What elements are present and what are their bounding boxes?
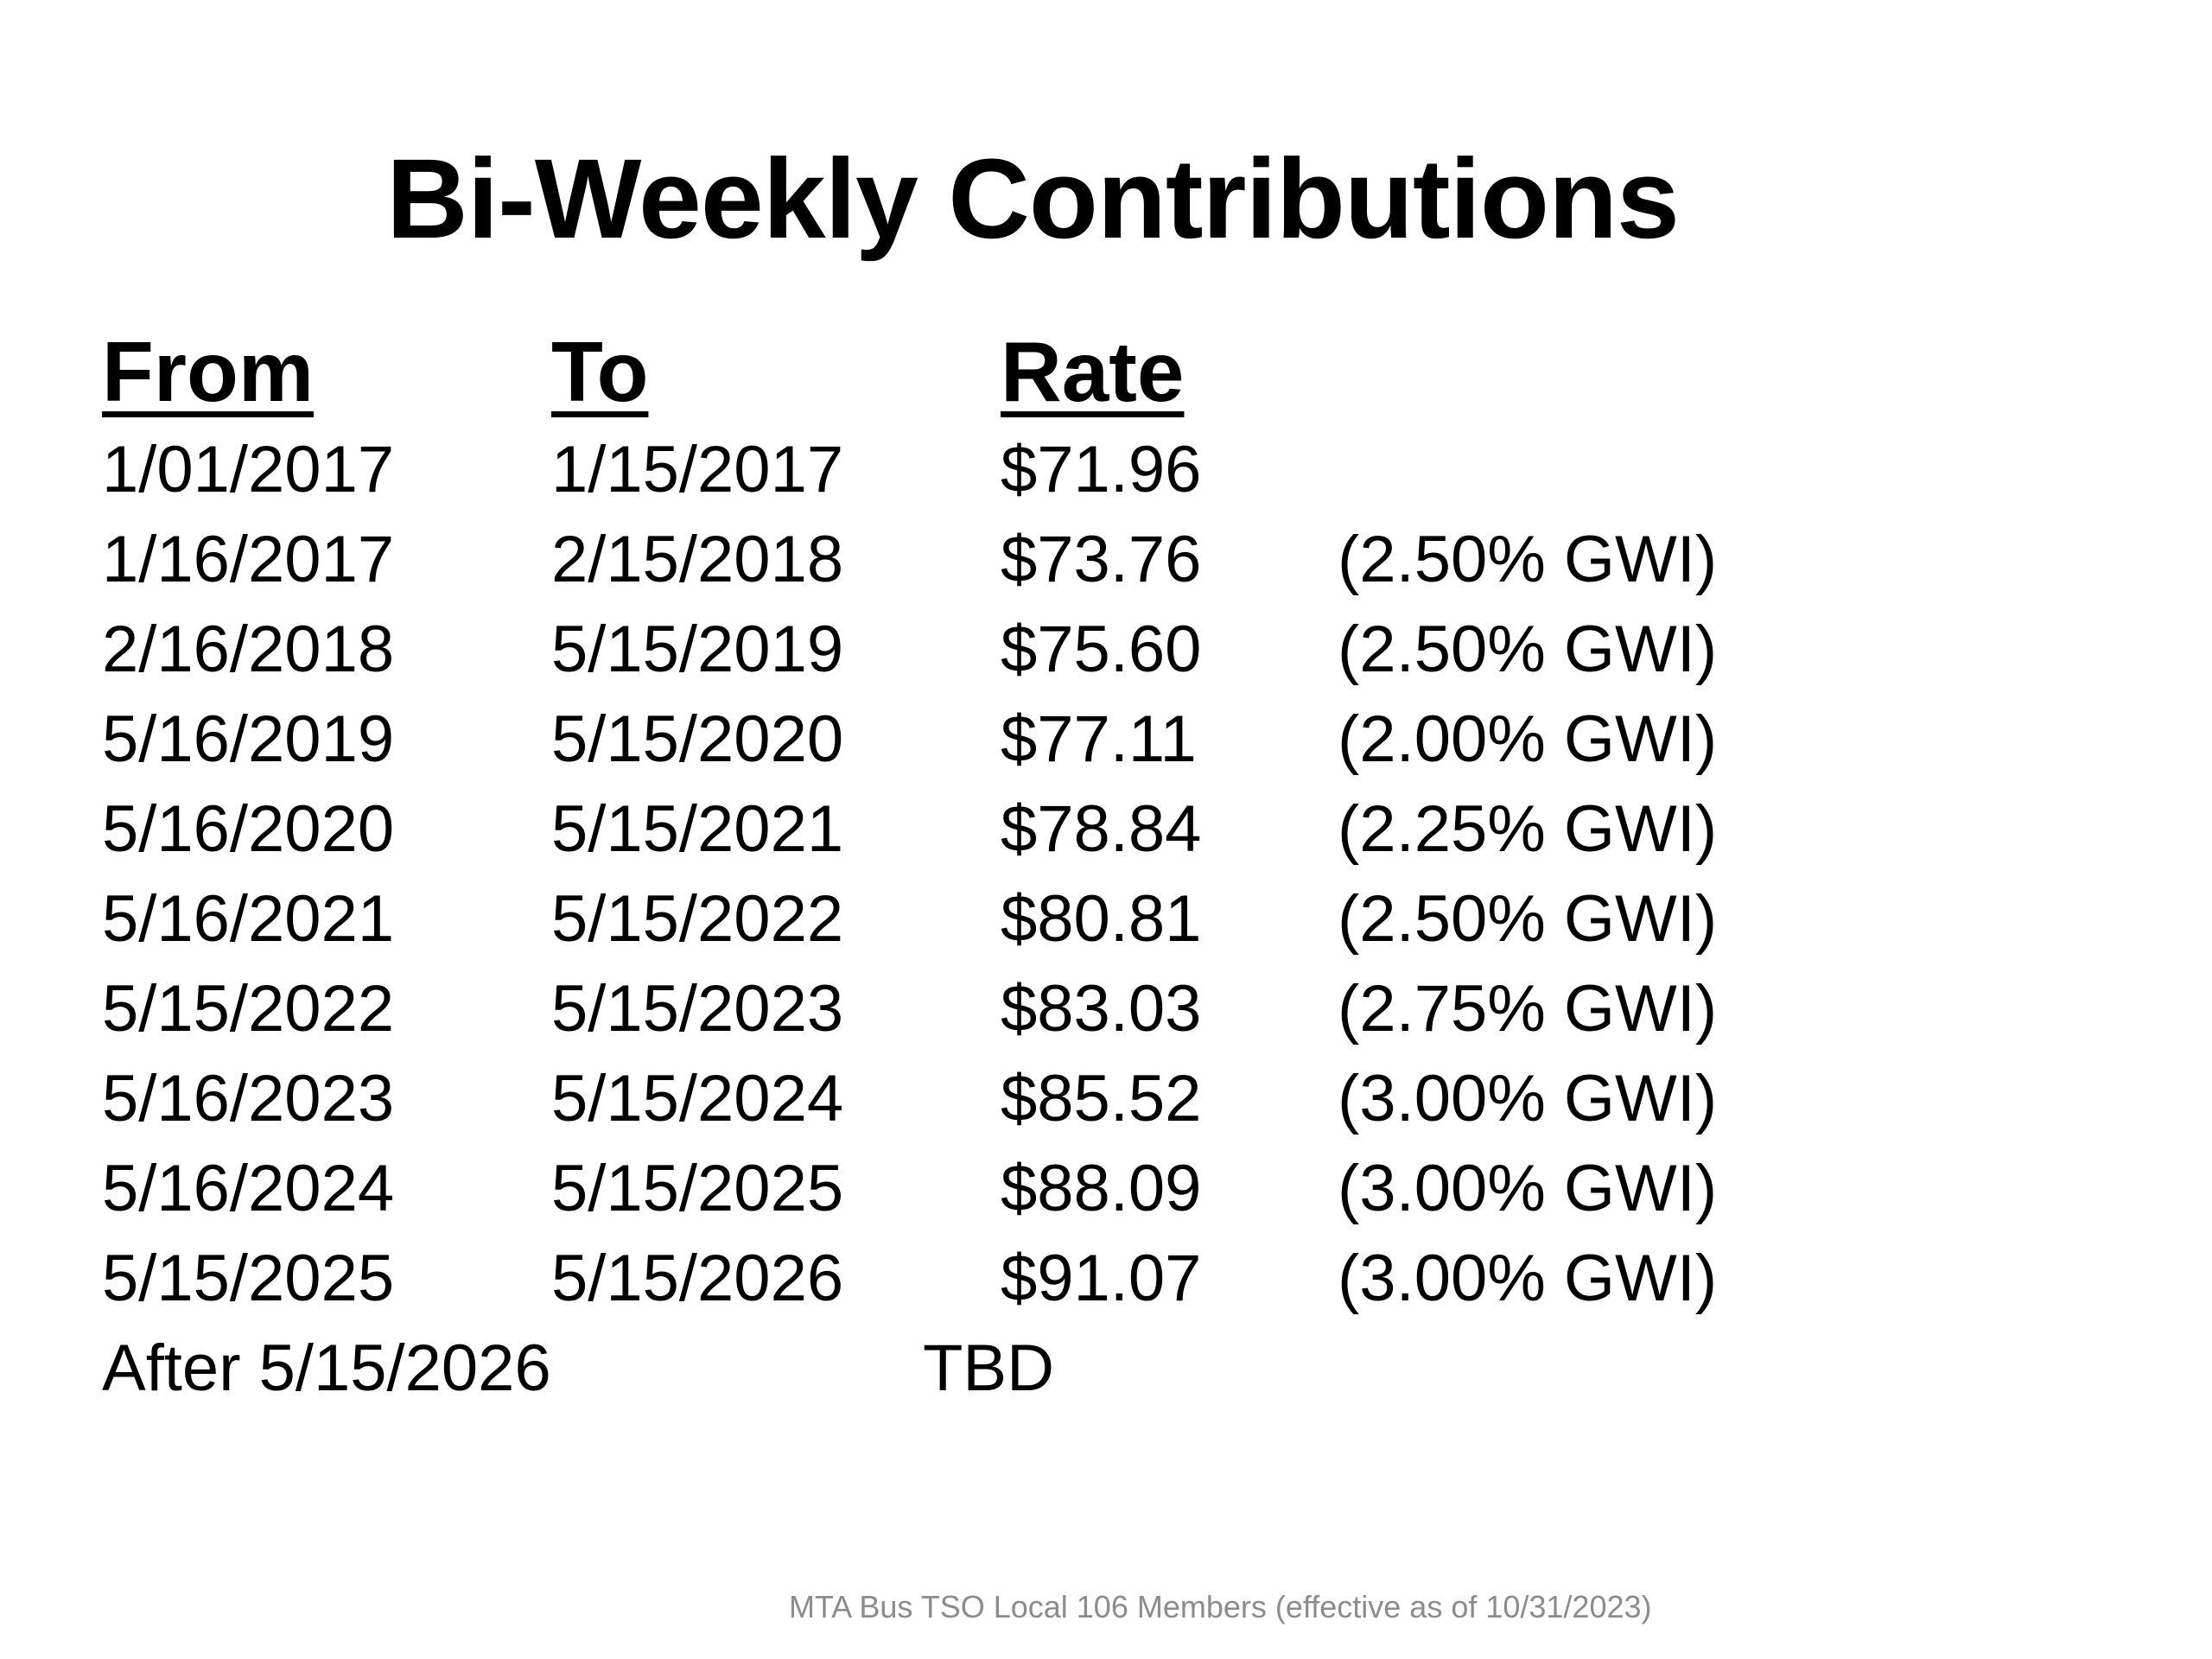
- to-cell: 5/15/2021: [551, 792, 844, 866]
- from-cell: 5/16/2019: [102, 702, 395, 776]
- table-row: 2/16/2018 5/15/2019 $75.60 (2.50% GWI): [102, 605, 2089, 695]
- final-row: After 5/15/2026 TBD: [102, 1324, 2089, 1414]
- footer-text: MTA Bus TSO Local 106 Members (effective…: [789, 1589, 1652, 1624]
- to-cell: 5/15/2026: [551, 1242, 844, 1315]
- rate-cell: $71.96: [1001, 433, 1202, 506]
- to-cell: 5/15/2023: [551, 972, 844, 1046]
- to-cell: 5/15/2024: [551, 1062, 844, 1135]
- to-cell: 1/15/2017: [551, 433, 844, 506]
- gwi-note-cell: (2.25% GWI): [1338, 792, 1718, 866]
- rate-cell: $91.07: [1001, 1242, 1202, 1315]
- header-to: To: [551, 324, 649, 419]
- to-cell: 5/15/2019: [551, 613, 844, 686]
- gwi-note-cell: (2.50% GWI): [1338, 882, 1718, 956]
- from-cell: 1/16/2017: [102, 523, 395, 596]
- rate-cell: $83.03: [1001, 972, 1202, 1046]
- gwi-note-cell: (2.50% GWI): [1338, 523, 1718, 596]
- gwi-note-cell: (3.00% GWI): [1338, 1242, 1718, 1315]
- contributions-table: From To Rate 1/01/2017 1/15/2017 $71.96 …: [102, 318, 2089, 1414]
- to-cell: 2/15/2018: [551, 523, 844, 596]
- rate-cell: $88.09: [1001, 1152, 1202, 1225]
- table-row: 5/15/2022 5/15/2023 $83.03 (2.75% GWI): [102, 964, 2089, 1054]
- gwi-note-cell: (3.00% GWI): [1338, 1062, 1718, 1135]
- from-cell: 1/01/2017: [102, 433, 395, 506]
- rate-cell: $73.76: [1001, 523, 1202, 596]
- table-row: 5/16/2020 5/15/2021 $78.84 (2.25% GWI): [102, 785, 2089, 874]
- rate-cell: $75.60: [1001, 613, 1202, 686]
- to-cell: 5/15/2022: [551, 882, 844, 956]
- table-row: 5/16/2019 5/15/2020 $77.11 (2.00% GWI): [102, 695, 2089, 785]
- from-cell: 5/16/2023: [102, 1062, 395, 1135]
- table-header-row: From To Rate: [102, 318, 2089, 425]
- from-cell: 2/16/2018: [102, 613, 395, 686]
- page-title: Bi-Weekly Contributions: [386, 135, 1680, 262]
- gwi-note-cell: (2.75% GWI): [1338, 972, 1718, 1046]
- table-row: 5/16/2021 5/15/2022 $80.81 (2.50% GWI): [102, 874, 2089, 964]
- header-from: From: [102, 324, 314, 419]
- table-row: 1/01/2017 1/15/2017 $71.96: [102, 425, 2089, 515]
- rate-cell: $78.84: [1001, 792, 1202, 866]
- header-rate: Rate: [1001, 324, 1185, 419]
- rate-cell: $77.11: [1001, 702, 1197, 776]
- rate-cell: $80.81: [1001, 882, 1202, 956]
- gwi-note-cell: (2.00% GWI): [1338, 702, 1718, 776]
- from-cell: 5/16/2024: [102, 1152, 395, 1225]
- from-cell: 5/16/2021: [102, 882, 395, 956]
- tbd-rate-cell: TBD: [923, 1332, 1054, 1405]
- rate-cell: $85.52: [1001, 1062, 1202, 1135]
- gwi-note-cell: (3.00% GWI): [1338, 1152, 1718, 1225]
- table-row: 5/16/2024 5/15/2025 $88.09 (3.00% GWI): [102, 1144, 2089, 1234]
- gwi-note-cell: (2.50% GWI): [1338, 613, 1718, 686]
- to-cell: 5/15/2020: [551, 702, 844, 776]
- table-row: 5/16/2023 5/15/2024 $85.52 (3.00% GWI): [102, 1054, 2089, 1144]
- table-row: 5/15/2025 5/15/2026 $91.07 (3.00% GWI): [102, 1234, 2089, 1324]
- after-date-cell: After 5/15/2026: [102, 1332, 551, 1405]
- from-cell: 5/15/2022: [102, 972, 395, 1046]
- to-cell: 5/15/2025: [551, 1152, 844, 1225]
- table-row: 1/16/2017 2/15/2018 $73.76 (2.50% GWI): [102, 515, 2089, 605]
- from-cell: 5/15/2025: [102, 1242, 395, 1315]
- from-cell: 5/16/2020: [102, 792, 395, 866]
